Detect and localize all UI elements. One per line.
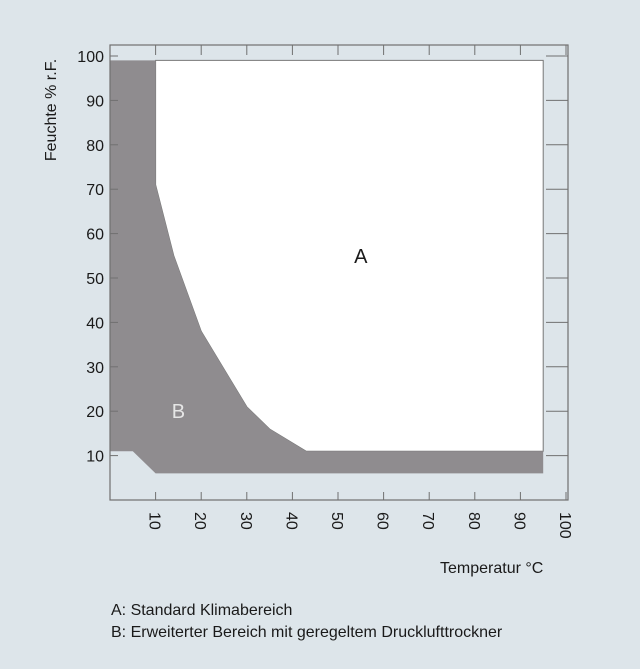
region-label-b: B — [172, 401, 185, 423]
x-tick-label-80: 80 — [465, 512, 482, 530]
y-tick-label-10: 10 — [86, 449, 104, 466]
x-tick-label-10: 10 — [146, 512, 163, 530]
axes-layer — [109, 44, 569, 501]
y-tick-label-30: 30 — [86, 360, 104, 377]
y-tick-label-100: 100 — [77, 49, 104, 66]
plot-frame — [109, 44, 569, 501]
y-tick-label-50: 50 — [86, 271, 104, 288]
x-tick-label-30: 30 — [237, 512, 254, 530]
y-axis-title: Feuchte % r.F. — [43, 59, 60, 161]
x-tick-label-100: 100 — [556, 512, 573, 539]
region-b — [110, 60, 544, 474]
x-tick-label-40: 40 — [282, 512, 299, 530]
y-tick-label-20: 20 — [86, 404, 104, 421]
y-tick-label-60: 60 — [86, 227, 104, 244]
legend: A: Standard Klimabereich B: Erweiterter … — [111, 600, 502, 644]
ticks-layer: 10 20 30 40 50 60 70 80 90 100 10 20 30 40 50 60 70 80 90 1… — [77, 45, 573, 539]
x-tick-label-70: 70 — [419, 512, 436, 530]
legend-entry-a: A: Standard Klimabereich — [111, 602, 293, 619]
labels-layer: AB — [172, 246, 368, 423]
legend-entry-b: B: Erweiterter Bereich mit geregeltem Dr… — [111, 624, 503, 641]
regions-layer — [110, 59, 544, 474]
x-axis-title: Temperatur °C — [440, 560, 543, 577]
x-tick-label-90: 90 — [510, 512, 527, 530]
region-a — [155, 59, 544, 452]
x-tick-label-50: 50 — [328, 512, 345, 530]
y-tick-label-70: 70 — [86, 182, 104, 199]
y-tick-label-80: 80 — [86, 138, 104, 155]
y-tick-label-90: 90 — [86, 93, 104, 110]
x-tick-label-20: 20 — [191, 512, 208, 530]
y-tick-label-40: 40 — [86, 315, 104, 332]
x-tick-label-60: 60 — [374, 512, 391, 530]
region-label-a: A — [354, 246, 368, 268]
